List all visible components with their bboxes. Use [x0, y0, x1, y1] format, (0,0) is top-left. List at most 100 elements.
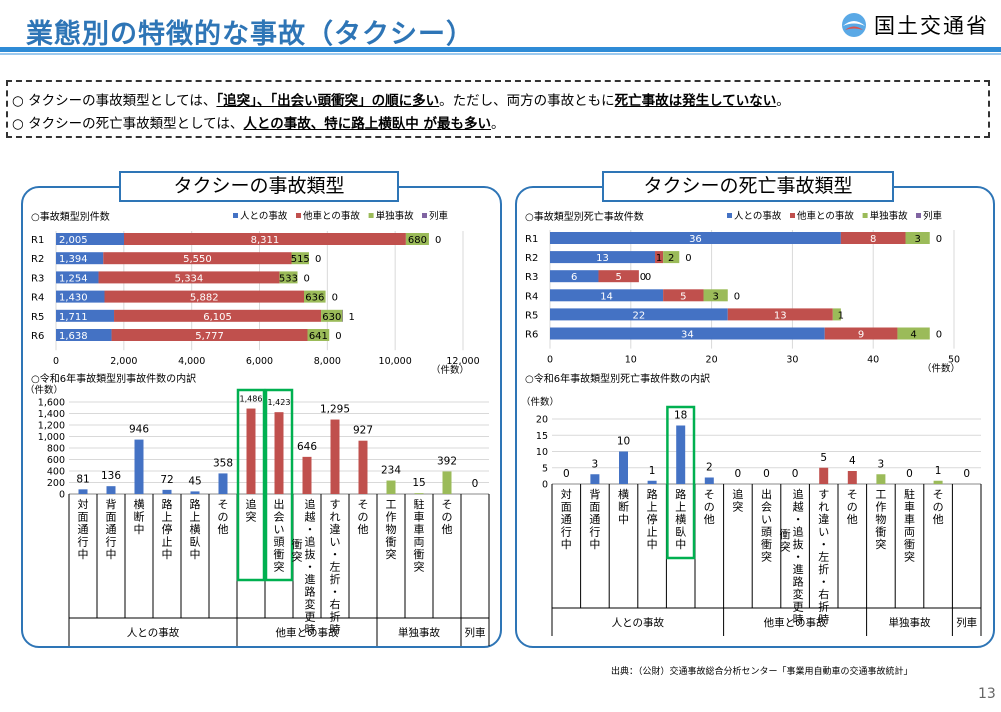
legend-swatch	[233, 213, 238, 218]
category-label-char: 違	[330, 523, 341, 536]
legend-swatch	[862, 213, 868, 218]
bar-segment	[824, 327, 898, 340]
legend-swatch	[727, 213, 732, 218]
legend-label: 人との事故	[240, 210, 288, 222]
data-label: 6	[571, 272, 577, 283]
category-label-char: 中	[190, 548, 201, 561]
x-tick-label: 4,000	[178, 356, 205, 367]
data-label: 1	[935, 465, 942, 477]
bar	[876, 474, 886, 484]
data-label: 646	[297, 441, 317, 453]
data-label: 1,711	[59, 312, 88, 323]
category-label-char: 更	[305, 611, 316, 624]
data-label: 0	[963, 468, 970, 480]
bar-segment	[550, 270, 599, 283]
category-label-char: 対	[78, 497, 89, 511]
data-label: 3	[914, 234, 920, 245]
category-label-char: 他	[704, 513, 715, 526]
category-label-char: 中	[162, 548, 173, 561]
legend-label: 他車との事故	[303, 210, 360, 222]
legend-swatch	[790, 213, 795, 218]
bar-segment	[321, 309, 343, 322]
data-label: 533	[279, 273, 298, 284]
category-label-char: 通	[78, 523, 89, 536]
y-tick-label: 5	[542, 463, 548, 474]
group-label: 他車との事故	[276, 626, 339, 639]
category-label-char: 横	[134, 497, 145, 511]
data-label: 2	[668, 253, 674, 264]
highlight-box	[236, 388, 266, 582]
category-label-char: 他	[218, 523, 229, 536]
category-label-char: 変	[305, 597, 316, 611]
category-label-char: 中	[561, 538, 572, 551]
category-label-char: す	[818, 488, 829, 501]
category-label-char: す	[330, 498, 341, 511]
data-label: 5	[680, 291, 686, 302]
category-label-char: 車	[414, 510, 425, 524]
group-label: 単独事故	[889, 616, 931, 629]
bullet: ○	[12, 116, 24, 132]
y-category-label: R3	[31, 273, 44, 284]
category-label-char: 突	[414, 560, 425, 574]
category-label-char: ・	[330, 586, 341, 599]
data-label: 0	[792, 468, 799, 480]
data-label: 680	[408, 235, 427, 246]
note-emphasis: 人との事故、特に路上横臥中 が最も多い	[243, 116, 491, 132]
data-label: 0	[332, 293, 338, 304]
category-label-char: 会	[274, 511, 285, 524]
bar-segment	[124, 233, 406, 245]
legend-label: 他車との事故	[797, 210, 854, 222]
header-rule	[0, 47, 1001, 52]
data-label: 0	[906, 468, 913, 480]
category-label-char: 他	[847, 513, 858, 526]
chart-title: ○令和6年事故類型別死亡事故件数の内訳	[525, 372, 710, 385]
bar	[106, 486, 116, 494]
y-category-label: R2	[31, 254, 44, 265]
data-label: 0	[735, 468, 742, 480]
category-label-char: 中	[618, 513, 629, 526]
category-label-char: 臥	[675, 526, 686, 539]
group-label: 人との事故	[612, 616, 665, 629]
bar-segment	[663, 289, 704, 302]
category-label-char: 突	[761, 550, 772, 564]
bar-segment	[56, 233, 125, 245]
data-label: 927	[353, 425, 373, 437]
y-category-label: R4	[525, 291, 538, 302]
category-label-char: 中	[589, 538, 600, 551]
group-label: 列車	[465, 626, 486, 639]
category-label-char: 左	[818, 551, 829, 564]
category-label-char: 頭	[274, 536, 285, 549]
y-tick-label: 10	[536, 447, 548, 458]
category-label-char: 衝	[780, 527, 791, 541]
category-label-char: 突	[246, 510, 257, 524]
category-label-char: 折	[818, 600, 829, 614]
bar-segment	[56, 290, 105, 303]
data-label: 22	[633, 310, 646, 321]
category-label-char: 折	[818, 562, 829, 576]
data-label: 136	[101, 470, 121, 482]
y-category-label: R6	[525, 330, 538, 341]
bar	[302, 456, 312, 494]
category-label-char: れ	[330, 511, 341, 524]
bar	[414, 493, 424, 494]
category-label-char: い	[761, 513, 772, 526]
data-label: 0	[936, 330, 942, 341]
bar-segment	[727, 308, 833, 321]
bar	[647, 480, 657, 484]
data-label: 1,430	[59, 293, 88, 304]
legend-swatch	[422, 213, 427, 218]
category-label-char: 背	[106, 497, 117, 511]
x-tick-label: 8,000	[314, 356, 341, 367]
category-label-char: 更	[793, 601, 804, 614]
category-label-char: 横	[190, 522, 201, 536]
category-label-char: 工	[875, 488, 886, 501]
legend-swatch	[916, 213, 921, 218]
right-panel-title: タクシーの死亡事故類型	[602, 171, 894, 202]
bar-segment	[342, 309, 343, 322]
data-label: 392	[437, 455, 457, 467]
y-tick-label: 200	[47, 478, 65, 489]
data-label: 72	[160, 474, 173, 486]
data-label: 45	[188, 475, 201, 487]
category-label-char: 時	[305, 623, 316, 636]
category-label-char: 物	[875, 512, 886, 526]
